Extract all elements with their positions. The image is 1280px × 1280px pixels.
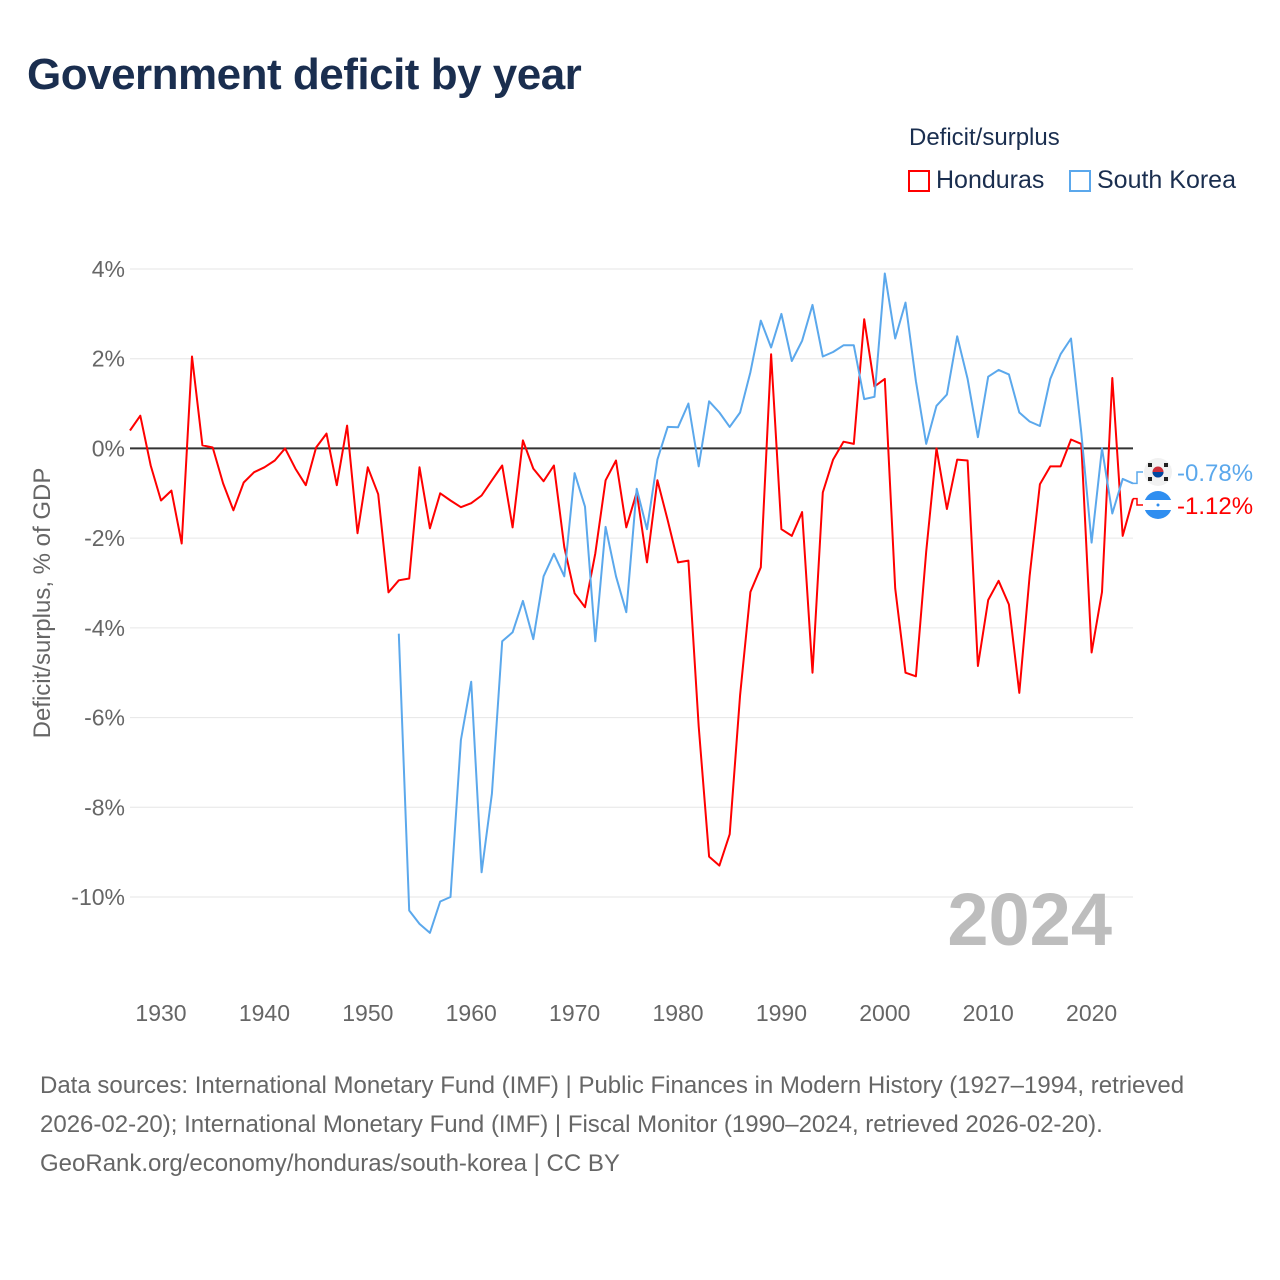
x-tick-label: 2000	[859, 1000, 910, 1026]
y-tick-label: -6%	[84, 705, 125, 731]
y-tick-label: -8%	[84, 794, 125, 820]
line-chart: 4% 2% 0% -2% -4% -6% -8% -10% 1930 1940 1950 1960 19…	[29, 256, 1253, 1026]
x-tick-label: 2010	[963, 1000, 1014, 1026]
end-value-label-honduras: -1.12%	[1177, 493, 1253, 520]
y-tick-label: 0%	[92, 435, 125, 461]
year-watermark: 2024	[947, 878, 1112, 961]
x-tick-label: 1990	[756, 1000, 807, 1026]
series-line-honduras[interactable]	[129, 318, 1134, 867]
x-tick-label: 1950	[342, 1000, 393, 1026]
south-korea-flag-icon	[1144, 458, 1172, 486]
chart-title: Government deficit by year	[27, 50, 582, 99]
x-tick-label: 1960	[446, 1000, 497, 1026]
y-axis-label: Deficit/surplus, % of GDP	[29, 468, 56, 739]
y-tick-label: -10%	[71, 884, 125, 910]
x-tick-label: 1940	[239, 1000, 290, 1026]
y-tick-label: -4%	[84, 615, 125, 641]
legend-label: South Korea	[1097, 166, 1236, 194]
x-tick-label: 1970	[549, 1000, 600, 1026]
y-tick-label: 2%	[92, 346, 125, 372]
legend-swatch-south-korea	[1069, 169, 1091, 192]
legend-swatch-honduras	[908, 169, 930, 192]
data-sources: Data sources: International Monetary Fun…	[40, 1072, 1185, 1138]
end-value-label-south-korea: -0.78%	[1177, 460, 1253, 487]
end-connector	[1133, 471, 1143, 485]
x-tick-label: 1930	[135, 1000, 186, 1026]
credit-link[interactable]: GeoRank.org/economy/honduras/south-korea…	[40, 1150, 620, 1177]
x-tick-label: 1980	[652, 1000, 703, 1026]
legend-label: Honduras	[936, 166, 1045, 194]
legend-item-south-korea[interactable]: South Korea	[1069, 166, 1236, 195]
footer: Data sources: International Monetary Fun…	[40, 1066, 1240, 1183]
x-tick-label: 2020	[1066, 1000, 1117, 1026]
y-tick-label: 4%	[92, 256, 125, 282]
legend-title: Deficit/surplus	[909, 124, 1060, 151]
end-connector	[1133, 497, 1143, 506]
y-tick-label: -2%	[84, 525, 125, 551]
legend-item-honduras[interactable]: Honduras	[908, 166, 1044, 195]
series-line-south-korea[interactable]	[397, 272, 1134, 934]
honduras-flag-icon	[1144, 491, 1172, 519]
